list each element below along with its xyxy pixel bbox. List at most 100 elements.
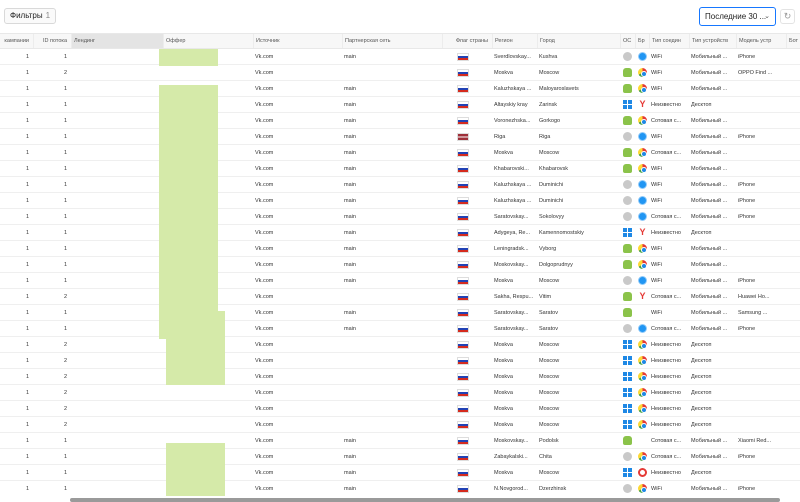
safari-browser-icon bbox=[638, 276, 647, 285]
cell-city: Moscow bbox=[539, 406, 560, 412]
cell-connection-type: Неизвестно bbox=[651, 230, 681, 236]
table-row[interactable]: 1 1 Vk.com main Altayskiy kray Zarinsk Неизвес… bbox=[0, 97, 800, 113]
table-row[interactable]: 1 2 Vk.com Moskva Moscow Неизвестно Десктоп bbox=[0, 337, 800, 353]
table-row[interactable]: 1 2 Vk.com Moskva Moscow Неизвестно Десктоп bbox=[0, 385, 800, 401]
table-row[interactable]: 1 1 Vk.com main N.Novgorod... Dzerzhinsk WiFi М… bbox=[0, 481, 800, 497]
cell-campaign: 1 bbox=[25, 454, 29, 460]
cell-affiliate-network: main bbox=[344, 182, 356, 188]
column-header-region[interactable]: Регион bbox=[492, 34, 537, 48]
cell-campaign: 1 bbox=[25, 166, 29, 172]
android-os-icon bbox=[623, 164, 632, 173]
cell-connection-type: WiFi bbox=[651, 486, 662, 492]
cell-device-type: Мобильный ... bbox=[691, 198, 728, 204]
cell-region: Voronezhska... bbox=[494, 118, 531, 124]
cell-region: Moskva bbox=[494, 470, 513, 476]
cell-source: Vk.com bbox=[255, 54, 274, 60]
cell-affiliate-network: main bbox=[344, 262, 356, 268]
cell-device-type: Мобильный ... bbox=[691, 182, 728, 188]
table-row[interactable]: 1 2 Vk.com Moskva Moscow WiFi Мобильный ... OPP… bbox=[0, 65, 800, 81]
refresh-button[interactable]: ↻ bbox=[780, 9, 795, 24]
cell-device-type: Мобильный ... bbox=[691, 454, 728, 460]
cell-source: Vk.com bbox=[255, 214, 274, 220]
column-header-source[interactable]: Источник bbox=[253, 34, 342, 48]
table-row[interactable]: 1 1 Vk.com main Saratovskay... Sokolovyy Сотов… bbox=[0, 209, 800, 225]
cell-affiliate-network: main bbox=[344, 438, 356, 444]
cell-connection-type: WiFi bbox=[651, 278, 662, 284]
table-row[interactable]: 1 1 Vk.com main Zabaykalski... Chita Сотовая с… bbox=[0, 449, 800, 465]
windows-os-icon bbox=[623, 356, 632, 365]
table-header: кампании ID потока Лендинг Оффер Источни… bbox=[0, 33, 800, 49]
table-row[interactable]: 1 1 Vk.com main Voronezhska... Gorkogo Сотовая… bbox=[0, 113, 800, 129]
table-row[interactable]: 1 1 Vk.com main Kaluzhskaya ... Duminichi WiFi… bbox=[0, 193, 800, 209]
cell-region: Moskva bbox=[494, 422, 513, 428]
period-select[interactable]: Последние 30 ... ⌄ bbox=[699, 7, 776, 26]
table-row[interactable]: 1 1 Vk.com main Riga Riga WiFi Мобильный ... iPh… bbox=[0, 129, 800, 145]
apple-os-icon bbox=[623, 276, 632, 285]
column-header-connection-type[interactable]: Тип соедин bbox=[649, 34, 689, 48]
cell-device-model bbox=[736, 225, 786, 241]
cell-stream-id: 1 bbox=[63, 278, 67, 284]
table-row[interactable]: 1 2 Vk.com Moskva Moscow Неизвестно Десктоп bbox=[0, 401, 800, 417]
column-header-device-model[interactable]: Модель устр bbox=[736, 34, 786, 48]
table-row[interactable]: 1 1 Vk.com main Saratovskay... Saratov WiFi Моб… bbox=[0, 305, 800, 321]
table-row[interactable]: 1 2 Vk.com Sakha, Respu... Vitim Сотовая с...… bbox=[0, 289, 800, 305]
horizontal-scrollbar[interactable] bbox=[0, 496, 800, 502]
chrome-browser-icon bbox=[638, 452, 647, 461]
table-row[interactable]: 1 1 Vk.com main Sverdlovskay... Kushva WiFi Моб… bbox=[0, 49, 800, 65]
table-row[interactable]: 1 1 Vk.com main Moskovskay... Podolsk Сотовая … bbox=[0, 433, 800, 449]
cell-source: Vk.com bbox=[255, 102, 274, 108]
cell-stream-id: 2 bbox=[63, 342, 67, 348]
cell-connection-type: Неизвестно bbox=[651, 358, 681, 364]
cell-affiliate-network: main bbox=[344, 198, 356, 204]
column-header-stream-id[interactable]: ID потока bbox=[33, 34, 71, 48]
table-row[interactable]: 1 1 Vk.com main Moskva Moscow Сотовая с... Моби… bbox=[0, 145, 800, 161]
column-header-country-flag[interactable]: Флаг страны bbox=[442, 34, 492, 48]
cell-city: Vitim bbox=[539, 294, 552, 300]
table-row[interactable]: 1 1 Vk.com main Moskva Moscow WiFi Мобильный ..… bbox=[0, 273, 800, 289]
cell-source: Vk.com bbox=[255, 486, 274, 492]
cell-device-model bbox=[736, 257, 786, 273]
column-header-landing[interactable]: Лендинг bbox=[71, 34, 163, 48]
cell-region: Saratovskay... bbox=[494, 214, 529, 220]
cell-city: Kamennomostskiy bbox=[539, 230, 584, 236]
cell-stream-id: 2 bbox=[63, 422, 67, 428]
cell-connection-type: Сотовая с... bbox=[651, 294, 682, 300]
column-header-campaign[interactable]: кампании bbox=[4, 38, 29, 44]
table-row[interactable]: 1 1 Vk.com main Kaluzhskaya ... Maloyaroslave… bbox=[0, 81, 800, 97]
column-header-browser[interactable]: Бр bbox=[635, 34, 649, 48]
cell-affiliate-network: main bbox=[344, 326, 356, 332]
cell-stream-id: 1 bbox=[63, 86, 67, 92]
cell-source: Vk.com bbox=[255, 438, 274, 444]
cell-connection-type: WiFi bbox=[651, 86, 662, 92]
column-header-os[interactable]: ОС bbox=[620, 34, 635, 48]
cell-city: Dolgoprudnyy bbox=[539, 262, 573, 268]
cell-stream-id: 1 bbox=[63, 134, 67, 140]
cell-campaign: 1 bbox=[25, 246, 29, 252]
table-row[interactable]: 1 2 Vk.com Moskva Moscow Неизвестно Десктоп bbox=[0, 417, 800, 433]
cell-source: Vk.com bbox=[255, 326, 274, 332]
table-row[interactable]: 1 1 Vk.com main Saratovskay... Saratov Сотовая… bbox=[0, 321, 800, 337]
column-header-offer[interactable]: Оффер bbox=[163, 34, 253, 48]
column-header-device-type[interactable]: Тип устройств bbox=[689, 34, 736, 48]
cell-device-model: Huawei Ho... bbox=[738, 294, 770, 300]
table-row[interactable]: 1 2 Vk.com Moskva Moscow Неизвестно Десктоп bbox=[0, 353, 800, 369]
table-row[interactable]: 1 1 Vk.com main Khabarovski... Khabarovsk WiFi… bbox=[0, 161, 800, 177]
table-row[interactable]: 1 1 Vk.com main Moskovskay... Dolgoprudnyy WiF… bbox=[0, 257, 800, 273]
table-row[interactable]: 1 1 Vk.com main Kaluzhskaya ... Duminichi WiFi… bbox=[0, 177, 800, 193]
column-header-bot[interactable]: Бот bbox=[786, 34, 800, 48]
safari-browser-icon bbox=[638, 324, 647, 333]
table-row[interactable]: 1 2 Vk.com Moskva Moscow Неизвестно Десктоп bbox=[0, 369, 800, 385]
russia-flag-icon bbox=[457, 437, 469, 445]
table-row[interactable]: 1 1 Vk.com main Adygeya, Re... Kamennomostski… bbox=[0, 225, 800, 241]
table-row[interactable]: 1 1 Vk.com main Leningradsk... Vyborg WiFi Моби… bbox=[0, 241, 800, 257]
scrollbar-thumb[interactable] bbox=[70, 498, 780, 502]
table-row[interactable]: 1 1 Vk.com main Moskva Moscow Неизвестно Дескто… bbox=[0, 465, 800, 481]
filters-button[interactable]: Фильтры 1 bbox=[4, 8, 57, 24]
cell-device-type: Мобильный ... bbox=[691, 310, 728, 316]
cell-stream-id: 1 bbox=[63, 118, 67, 124]
column-header-affiliate-network[interactable]: Партнерская сеть bbox=[342, 34, 442, 48]
column-header-city[interactable]: Город bbox=[537, 34, 620, 48]
cell-stream-id: 1 bbox=[63, 214, 67, 220]
cell-device-model: iPhone bbox=[738, 54, 756, 60]
cell-source: Vk.com bbox=[255, 278, 274, 284]
